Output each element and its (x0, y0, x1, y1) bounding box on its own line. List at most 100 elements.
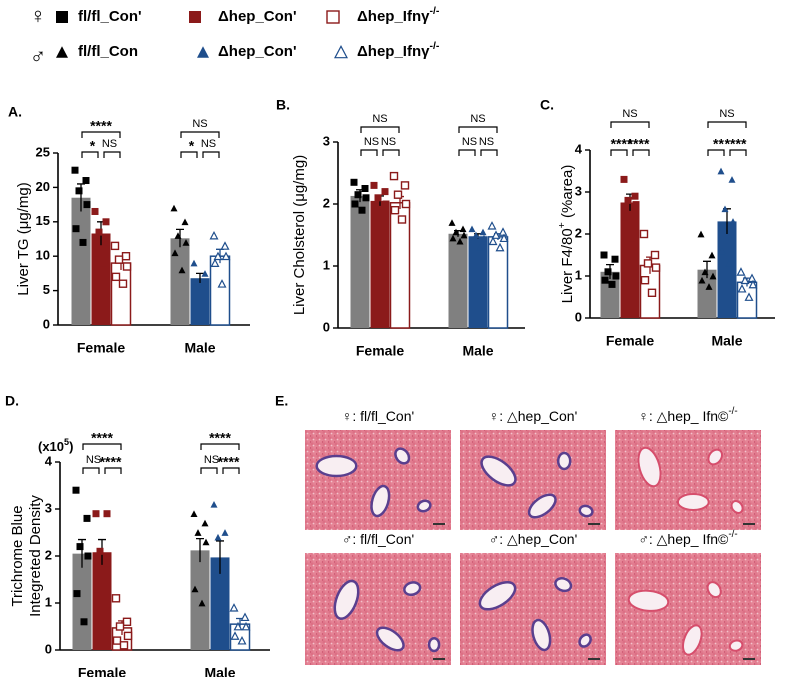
tissue (615, 430, 761, 530)
data-point (122, 617, 132, 626)
x-tick-label: Male (184, 340, 215, 356)
legend-marker (56, 46, 68, 58)
y-multiplier-text: (x10 (38, 439, 64, 454)
image-label-text: ♂: △hep_ Ifn© (638, 531, 729, 547)
y-tick-label: 2 (45, 547, 52, 562)
y-multiplier-tail: ) (69, 439, 73, 454)
y-axis-label-sup: + (556, 222, 568, 228)
vessel (375, 626, 405, 652)
data-point (460, 231, 468, 239)
data-point (174, 232, 182, 239)
data-point (351, 200, 359, 208)
vessel (394, 447, 411, 465)
data-point (170, 204, 178, 212)
vessel (427, 636, 441, 653)
y-tick-label: 2 (575, 225, 582, 240)
data-point (468, 225, 476, 233)
legend-label-text: Δhep_Ifnγ (357, 43, 430, 60)
data-point (728, 176, 736, 183)
panel-label: A. (8, 104, 22, 120)
data-point (350, 178, 358, 186)
y-tick-label: 25 (36, 144, 50, 159)
image-label: ♂: fl/fl_Con' (342, 531, 414, 547)
significance-bracket (480, 149, 498, 156)
data-point (382, 200, 390, 208)
y-tick-label: 15 (36, 213, 50, 228)
data-point (620, 175, 628, 183)
vessel (676, 493, 710, 511)
bar (170, 238, 190, 325)
significance-bracket (81, 151, 99, 158)
data-point (400, 181, 410, 190)
data-point (83, 201, 91, 209)
data-point (201, 519, 209, 527)
data-point (718, 247, 726, 255)
data-point (480, 234, 488, 242)
panel-label: C. (540, 97, 554, 113)
data-point (83, 514, 91, 522)
data-point (631, 192, 639, 200)
data-point (191, 585, 199, 593)
bar (91, 233, 111, 325)
significance-bracket (81, 131, 121, 138)
legend-label: fl/fl_Con (78, 43, 138, 60)
image-label: ♂: △hep_Con' (489, 531, 578, 547)
legend-label-sup: -/- (429, 5, 439, 17)
data-point (604, 268, 612, 276)
data-point (82, 177, 90, 185)
legend-label: fl/fl_Con' (78, 8, 142, 25)
scale-bar (743, 523, 755, 525)
vessel (728, 639, 744, 652)
y-tick-label: 0 (45, 641, 52, 656)
data-point (211, 613, 219, 621)
image-label-text: ♂: fl/fl_Con' (342, 531, 414, 547)
data-point (651, 263, 661, 272)
data-point (92, 249, 100, 257)
significance-bracket (82, 443, 122, 450)
data-point (608, 280, 616, 288)
data-point (115, 622, 125, 631)
x-tick-label: Female (606, 333, 654, 349)
significance-label: **** (628, 136, 650, 152)
significance-label: **** (90, 118, 112, 134)
image-label-text: ♂: △hep_Con' (489, 531, 578, 547)
data-point (72, 225, 80, 233)
data-point (103, 510, 111, 518)
y-axis-label-tail: (%area) (559, 165, 576, 223)
data-point (230, 631, 240, 640)
data-point (79, 238, 87, 246)
legend-symbol: ♀ (30, 3, 47, 28)
tissue (305, 553, 451, 665)
data-point (393, 190, 403, 199)
data-point (643, 259, 653, 268)
data-point (639, 229, 649, 239)
data-point (747, 273, 757, 283)
y-axis-label: Liver Cholsterol (μg/mg) (291, 155, 308, 315)
data-point (698, 276, 706, 284)
vessel (478, 581, 517, 611)
data-point (92, 510, 100, 518)
data-point (202, 280, 210, 288)
data-point (701, 268, 709, 276)
data-point (102, 218, 110, 226)
data-point (717, 167, 725, 175)
legend-marker (56, 11, 68, 23)
data-point (210, 258, 220, 268)
data-point (390, 205, 400, 215)
data-point (476, 244, 484, 251)
data-point (361, 185, 369, 192)
data-point (121, 251, 131, 261)
data-point (448, 219, 456, 226)
data-point (736, 267, 746, 276)
data-point (190, 259, 198, 267)
error-bar (196, 537, 204, 563)
scale-bar (588, 523, 600, 525)
significance-bracket (382, 149, 400, 156)
data-point (449, 234, 457, 242)
data-point (640, 276, 650, 285)
data-point (498, 227, 508, 236)
data-point (213, 251, 223, 261)
data-point (371, 203, 379, 211)
significance-bracket (200, 443, 240, 450)
x-tick-label: Male (462, 343, 493, 359)
